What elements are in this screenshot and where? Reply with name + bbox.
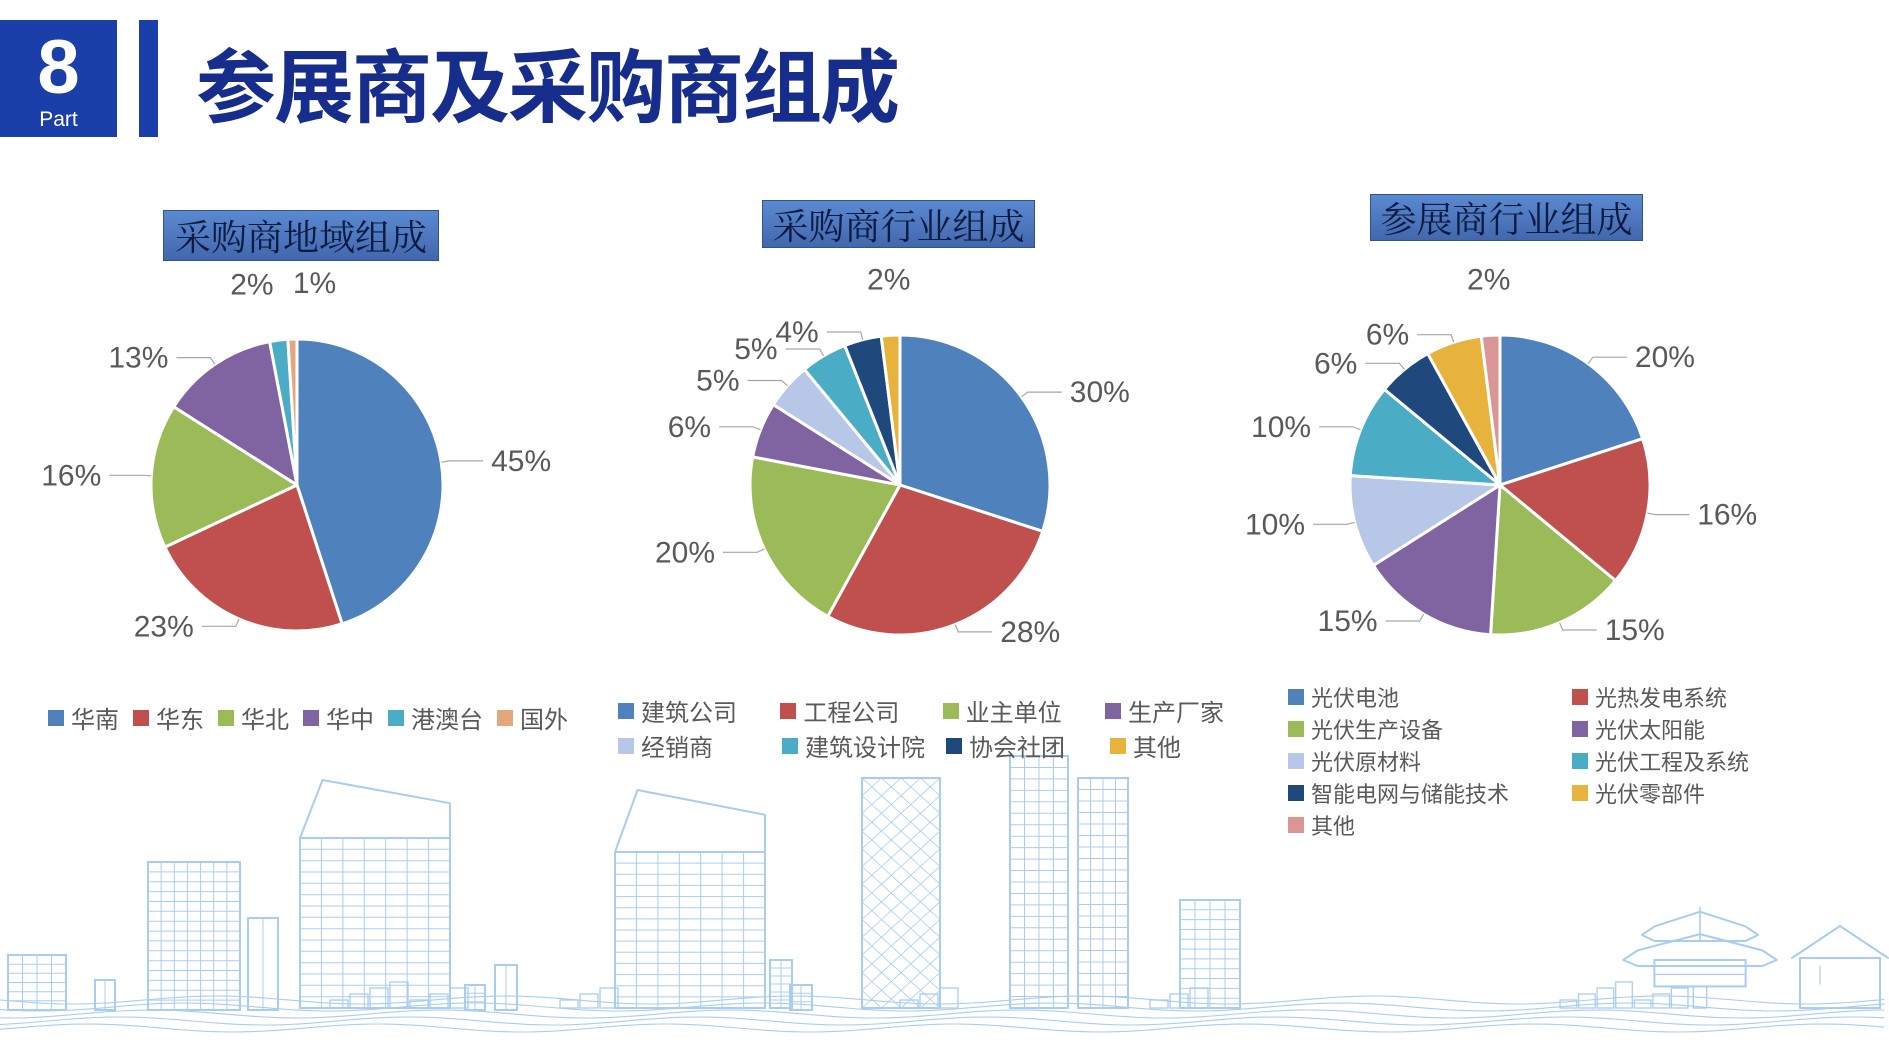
svg-text:10%: 10% [1245,508,1305,541]
svg-text:2%: 2% [867,263,910,296]
svg-text:20%: 20% [1635,341,1695,374]
svg-text:15%: 15% [1318,605,1378,638]
svg-text:5%: 5% [734,333,777,366]
svg-text:6%: 6% [668,411,711,444]
svg-text:13%: 13% [108,342,168,375]
svg-text:28%: 28% [1000,616,1060,649]
svg-text:15%: 15% [1605,614,1665,647]
svg-text:1%: 1% [293,267,336,300]
svg-text:6%: 6% [1366,319,1409,352]
svg-text:45%: 45% [491,445,551,478]
svg-text:30%: 30% [1070,376,1130,409]
svg-text:4%: 4% [775,316,818,349]
svg-text:10%: 10% [1251,411,1311,444]
svg-text:2%: 2% [230,268,273,301]
svg-text:23%: 23% [134,610,194,643]
svg-text:5%: 5% [696,365,739,398]
svg-text:16%: 16% [41,459,101,492]
svg-text:20%: 20% [655,536,715,569]
svg-text:16%: 16% [1697,499,1757,532]
svg-text:2%: 2% [1467,263,1510,296]
svg-text:6%: 6% [1314,347,1357,380]
